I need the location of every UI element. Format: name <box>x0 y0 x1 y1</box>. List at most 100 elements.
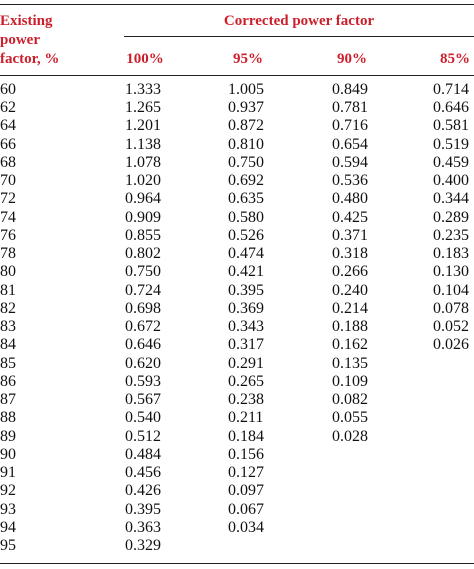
row-label: 80 <box>0 263 16 281</box>
row-label: 86 <box>0 372 16 390</box>
table-cell: 0.716 <box>332 117 368 135</box>
row-label: 92 <box>0 482 16 500</box>
table-cell: 0.028 <box>332 427 368 445</box>
table-cell: 0.067 <box>228 500 264 518</box>
row-label-header: Existing power factor, % <box>0 13 60 67</box>
table-cell: 0.214 <box>332 299 368 317</box>
table-cell: 0.692 <box>228 172 264 190</box>
table-cell: 0.750 <box>228 153 264 171</box>
table-cell: 0.266 <box>332 263 368 281</box>
table-cell: 1.138 <box>125 135 161 153</box>
table-cell: 0.184 <box>228 427 264 445</box>
table-cell: 0.344 <box>433 190 469 208</box>
table-cell: 1.020 <box>125 172 161 190</box>
row-label: 68 <box>0 153 16 171</box>
table-cell: 0.317 <box>228 336 264 354</box>
table-cell: 0.395 <box>125 500 161 518</box>
table-cell: 0.580 <box>228 208 264 226</box>
row-label: 93 <box>0 500 16 518</box>
header-rule <box>0 75 474 76</box>
row-label: 82 <box>0 299 16 317</box>
table-cell: 0.646 <box>125 336 161 354</box>
table-cell: 0.672 <box>125 318 161 336</box>
table-cell: 0.135 <box>332 354 368 372</box>
table-cell: 0.480 <box>332 190 368 208</box>
table-cell: 0.750 <box>125 263 161 281</box>
table-cell: 0.235 <box>433 226 469 244</box>
table-cell: 0.343 <box>228 318 264 336</box>
table-cell: 0.426 <box>125 482 161 500</box>
table-cell: 0.540 <box>125 409 161 427</box>
row-label: 85 <box>0 354 16 372</box>
table-cell: 1.265 <box>125 99 161 117</box>
row-label: 76 <box>0 226 16 244</box>
table-cell: 0.130 <box>433 263 469 281</box>
table-cell: 0.371 <box>332 226 368 244</box>
row-label: 78 <box>0 245 16 263</box>
table-cell: 1.078 <box>125 153 161 171</box>
table-cell: 0.421 <box>228 263 264 281</box>
table-cell: 0.156 <box>228 445 264 463</box>
table-cell: 0.400 <box>433 172 469 190</box>
table-cell: 0.289 <box>433 208 469 226</box>
table-cell: 0.635 <box>228 190 264 208</box>
table-cell: 0.318 <box>332 245 368 263</box>
row-label: 87 <box>0 391 16 409</box>
row-label: 94 <box>0 518 16 536</box>
table-cell: 0.849 <box>332 81 368 98</box>
table-cell: 0.104 <box>433 281 469 299</box>
column-header: 95% <box>233 51 263 67</box>
row-label: 74 <box>0 208 16 226</box>
row-label: 72 <box>0 190 16 208</box>
table-cell: 0.026 <box>433 336 469 354</box>
row-label: 95 <box>0 537 16 554</box>
column-header: 100% <box>126 51 164 67</box>
table-cell: 0.714 <box>433 81 469 98</box>
row-label: 88 <box>0 409 16 427</box>
table-cell: 0.484 <box>125 445 161 463</box>
table-cell: 0.855 <box>125 226 161 244</box>
table-cell: 0.909 <box>125 208 161 226</box>
table-cell: 0.109 <box>332 372 368 390</box>
table-cell: 1.333 <box>125 81 161 98</box>
column-header: 90% <box>337 51 367 67</box>
row-label: 83 <box>0 318 16 336</box>
table-cell: 0.052 <box>433 318 469 336</box>
table-cell: 0.937 <box>228 99 264 117</box>
table-cell: 0.526 <box>228 226 264 244</box>
row-label: 90 <box>0 445 16 463</box>
table-cell: 0.188 <box>332 318 368 336</box>
table-cell: 0.536 <box>332 172 368 190</box>
row-label: 89 <box>0 427 16 445</box>
row-label: 91 <box>0 464 16 482</box>
table-cell: 0.034 <box>228 518 264 536</box>
row-label: 60 <box>0 81 16 98</box>
group-header: Corrected power factor <box>223 13 375 29</box>
table-cell: 0.620 <box>125 354 161 372</box>
table-cell: 0.646 <box>433 99 469 117</box>
table-cell: 0.369 <box>228 299 264 317</box>
group-rule <box>124 36 474 37</box>
table-cell: 0.240 <box>332 281 368 299</box>
row-label: 62 <box>0 99 16 117</box>
top-rule <box>0 4 474 5</box>
row-label: 64 <box>0 117 16 135</box>
table-cell: 0.183 <box>433 245 469 263</box>
table-cell: 0.810 <box>228 135 264 153</box>
table-cell: 0.456 <box>125 464 161 482</box>
table-cell: 0.265 <box>228 372 264 390</box>
table-cell: 1.005 <box>228 81 264 98</box>
table-cell: 0.127 <box>228 464 264 482</box>
table-cell: 0.082 <box>332 391 368 409</box>
table-cell: 0.593 <box>125 372 161 390</box>
table-cell: 0.211 <box>228 409 264 427</box>
row-label: 66 <box>0 135 16 153</box>
table-cell: 0.238 <box>228 391 264 409</box>
row-label: 70 <box>0 172 16 190</box>
row-label: 84 <box>0 336 16 354</box>
column-header: 85% <box>440 51 470 67</box>
table-cell: 0.698 <box>125 299 161 317</box>
table-cell: 0.581 <box>433 117 469 135</box>
table-cell: 0.594 <box>332 153 368 171</box>
table-cell: 0.329 <box>125 537 161 554</box>
